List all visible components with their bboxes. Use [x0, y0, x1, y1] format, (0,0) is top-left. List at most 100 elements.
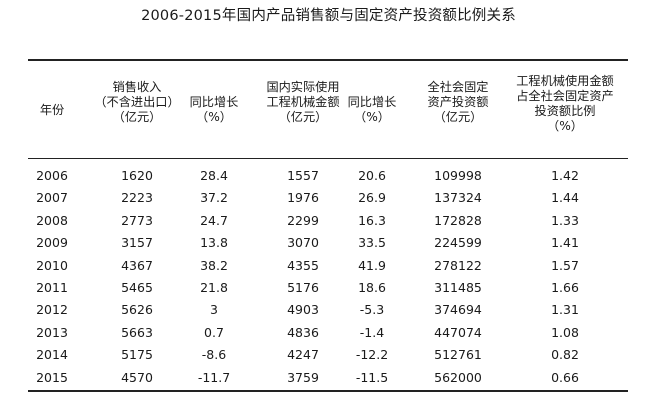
cell-year: 2010	[36, 257, 68, 273]
column-header-line: 占全社会固定资产	[516, 89, 614, 103]
cell-investment: 137324	[434, 190, 482, 206]
cell-investment: 311485	[434, 280, 482, 295]
cell-sales_growth: -11.7	[197, 369, 231, 385]
cell-usage_growth: -12.2	[355, 347, 389, 363]
cell-investment: 224599	[434, 235, 482, 251]
cell-usage: 1976	[287, 190, 319, 206]
column-header-line: （不含进出口）	[94, 95, 180, 109]
top-rule	[28, 59, 628, 61]
column-header-year: 年份	[22, 103, 82, 118]
column-header-line: 国内实际使用	[266, 80, 340, 94]
cell-sales: 4367	[121, 257, 153, 273]
cell-ratio: 1.44	[551, 190, 579, 206]
column-header-sales: 销售收入 （不含进出口） （亿元）	[82, 80, 192, 125]
table-row: 2014 5175 -8.6 4247 -12.2 512761 0.82	[0, 344, 657, 366]
column-header-line: 全社会固定	[427, 80, 489, 94]
cell-investment: 109998	[434, 168, 482, 183]
table-row: 2006 1620 28.4 1557 20.6 109998 1.42	[0, 165, 657, 187]
cell-sales_growth: 38.2	[200, 257, 228, 273]
cell-usage: 1557	[287, 168, 319, 183]
cell-ratio: 1.31	[551, 302, 579, 318]
column-header-line: 同比增长	[347, 95, 397, 109]
cell-usage: 4903	[287, 302, 319, 318]
column-header-line: （%）	[547, 119, 583, 133]
table-row: 2012 5626 3 4903 -5.3 374694 1.31	[0, 299, 657, 321]
column-header-line: 投资额比例	[534, 104, 596, 118]
cell-year: 2006	[36, 168, 68, 183]
cell-ratio: 0.66	[551, 369, 579, 385]
column-header-line: （亿元）	[112, 110, 162, 124]
cell-sales_growth: 28.4	[200, 168, 228, 183]
cell-investment: 512761	[434, 347, 482, 363]
table-row: 2007 2223 37.2 1976 26.9 137324 1.44	[0, 187, 657, 209]
cell-usage_growth: -1.4	[359, 324, 385, 340]
table-row: 2009 3157 13.8 3070 33.5 224599 1.41	[0, 232, 657, 254]
cell-year: 2015	[36, 369, 68, 385]
cell-sales: 2773	[121, 212, 153, 228]
column-header-line: （%）	[196, 110, 232, 124]
cell-ratio: 1.33	[551, 212, 579, 228]
column-header-usage_growth: 同比增长 （%）	[337, 95, 407, 125]
cell-usage_growth: 41.9	[358, 257, 386, 273]
cell-sales: 5175	[121, 347, 153, 363]
cell-sales: 5465	[121, 280, 153, 295]
column-header-line: 工程机械使用金额	[516, 74, 614, 88]
cell-sales_growth: 24.7	[200, 212, 228, 228]
cell-sales_growth: -8.6	[201, 347, 227, 363]
table-row: 2013 5663 0.7 4836 -1.4 447074 1.08	[0, 322, 657, 344]
column-header-line: 资产投资额	[427, 95, 489, 109]
table-row: 2015 4570 -11.7 3759 -11.5 562000 0.66	[0, 367, 657, 389]
column-header-investment: 全社会固定 资产投资额 （亿元）	[408, 80, 508, 125]
cell-year: 2012	[36, 302, 68, 318]
column-header-line: （%）	[354, 110, 390, 124]
cell-sales: 5663	[121, 324, 153, 340]
column-header-sales_growth: 同比增长 （%）	[179, 95, 249, 125]
cell-investment: 447074	[434, 324, 482, 340]
cell-usage_growth: 33.5	[358, 235, 386, 251]
cell-sales: 3157	[121, 235, 153, 251]
column-header-line: （亿元）	[433, 110, 483, 124]
header-rule	[28, 158, 628, 159]
cell-investment: 562000	[434, 369, 482, 385]
cell-investment: 374694	[434, 302, 482, 318]
cell-usage: 4247	[287, 347, 319, 363]
cell-sales: 4570	[121, 369, 153, 385]
cell-ratio: 1.57	[551, 257, 579, 273]
cell-year: 2008	[36, 212, 68, 228]
cell-sales_growth: 13.8	[200, 235, 228, 251]
cell-usage: 4836	[287, 324, 319, 340]
column-header-line: （亿元）	[278, 110, 328, 124]
cell-ratio: 1.08	[551, 324, 579, 340]
cell-investment: 278122	[434, 257, 482, 273]
cell-usage: 3070	[287, 235, 319, 251]
cell-usage_growth: -5.3	[359, 302, 385, 318]
cell-sales_growth: 21.8	[200, 280, 228, 295]
table-title: 2006-2015年国内产品销售额与固定资产投资额比例关系	[141, 8, 516, 24]
table-row: 2011 5465 21.8 5176 18.6 311485 1.66	[0, 277, 657, 299]
column-header-line: 年份	[39, 103, 65, 117]
column-header-ratio: 工程机械使用金额 占全社会固定资产 投资额比例 （%）	[500, 74, 630, 134]
cell-ratio: 1.66	[551, 280, 579, 295]
column-header-line: 同比增长	[189, 95, 239, 109]
column-header-usage: 国内实际使用 工程机械金额 （亿元）	[248, 80, 358, 125]
cell-usage: 4355	[287, 257, 319, 273]
cell-sales: 1620	[121, 168, 153, 183]
cell-year: 2011	[36, 280, 68, 295]
cell-year: 2007	[36, 190, 68, 206]
cell-usage_growth: 18.6	[358, 280, 386, 295]
cell-ratio: 0.82	[551, 347, 579, 363]
cell-ratio: 1.41	[551, 235, 579, 251]
bottom-rule	[28, 390, 628, 392]
column-header-line: 销售收入	[112, 80, 162, 94]
cell-usage: 5176	[287, 280, 319, 295]
cell-sales_growth: 37.2	[200, 190, 228, 206]
table-row: 2008 2773 24.7 2299 16.3 172828 1.33	[0, 210, 657, 232]
cell-usage_growth: 20.6	[358, 168, 386, 183]
cell-investment: 172828	[434, 212, 482, 228]
cell-usage: 2299	[287, 212, 319, 228]
cell-sales_growth: 0.7	[204, 324, 224, 340]
cell-year: 2014	[36, 347, 68, 363]
cell-usage_growth: 26.9	[358, 190, 386, 206]
cell-usage_growth: 16.3	[358, 212, 386, 228]
table-row: 2010 4367 38.2 4355 41.9 278122 1.57	[0, 255, 657, 277]
